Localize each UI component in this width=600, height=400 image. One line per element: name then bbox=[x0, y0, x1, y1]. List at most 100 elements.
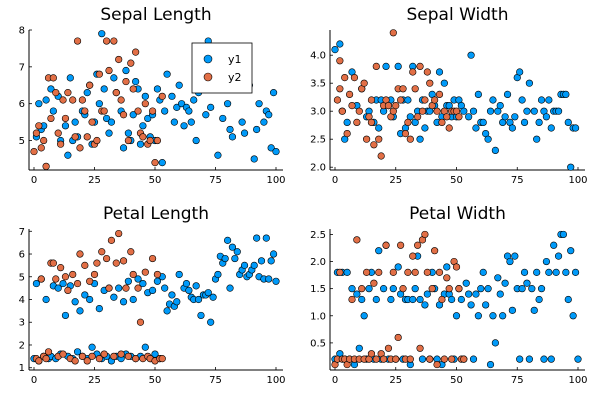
data-point bbox=[377, 152, 385, 160]
x-tick-label: 50 bbox=[149, 375, 162, 386]
data-point bbox=[161, 284, 169, 292]
data-point bbox=[343, 118, 351, 126]
data-point bbox=[382, 62, 390, 71]
data-point bbox=[545, 268, 553, 276]
data-point bbox=[360, 312, 368, 320]
data-point bbox=[399, 85, 407, 93]
data-point bbox=[132, 77, 140, 86]
data-point bbox=[535, 295, 543, 304]
data-point bbox=[333, 96, 342, 104]
data-point bbox=[158, 92, 166, 100]
data-point bbox=[105, 129, 113, 137]
data-point bbox=[129, 270, 137, 279]
data-point bbox=[523, 107, 531, 115]
data-point bbox=[158, 159, 166, 167]
data-point bbox=[71, 357, 79, 365]
data-point bbox=[124, 129, 132, 137]
data-point bbox=[567, 247, 575, 255]
data-point bbox=[350, 73, 359, 82]
data-point bbox=[83, 357, 91, 365]
data-point bbox=[100, 350, 108, 358]
data-point bbox=[353, 290, 361, 298]
data-point bbox=[484, 135, 492, 143]
data-point bbox=[494, 274, 502, 282]
data-point bbox=[511, 252, 519, 260]
data-point bbox=[231, 254, 239, 263]
data-point bbox=[372, 355, 380, 363]
data-point bbox=[173, 103, 181, 111]
data-point bbox=[190, 96, 198, 104]
data-point bbox=[76, 144, 84, 152]
data-point bbox=[562, 90, 570, 98]
data-point bbox=[71, 133, 79, 141]
data-point bbox=[387, 295, 395, 304]
data-point bbox=[409, 295, 417, 304]
data-point bbox=[499, 312, 507, 320]
y-tick-label: 5 bbox=[19, 136, 25, 147]
data-point bbox=[394, 333, 402, 342]
x-tick-label: 100 bbox=[266, 375, 285, 386]
data-point bbox=[207, 318, 215, 326]
data-point bbox=[192, 282, 200, 290]
data-point bbox=[336, 57, 344, 65]
x-tick-label: 50 bbox=[149, 175, 162, 186]
data-point bbox=[375, 124, 383, 132]
data-point bbox=[83, 89, 91, 97]
data-point bbox=[100, 107, 108, 115]
data-point bbox=[564, 118, 572, 126]
data-point bbox=[158, 355, 166, 363]
data-point bbox=[501, 279, 509, 287]
data-point bbox=[530, 107, 538, 115]
data-point bbox=[428, 285, 436, 293]
data-point bbox=[440, 79, 448, 87]
data-point bbox=[119, 144, 128, 152]
data-point bbox=[197, 311, 205, 320]
data-point bbox=[163, 70, 171, 78]
x-tick-label: 25 bbox=[389, 175, 402, 186]
data-point bbox=[129, 295, 137, 304]
data-point bbox=[122, 284, 130, 292]
data-point bbox=[571, 124, 580, 132]
y-tick-label: 6 bbox=[19, 250, 25, 261]
series-y2 bbox=[30, 37, 166, 170]
data-point bbox=[86, 277, 94, 285]
data-point bbox=[465, 113, 473, 121]
data-point bbox=[141, 100, 149, 108]
data-point bbox=[86, 295, 94, 304]
data-point bbox=[465, 290, 473, 298]
data-point bbox=[516, 68, 524, 76]
data-point bbox=[438, 118, 446, 126]
data-point bbox=[267, 144, 275, 152]
data-point bbox=[416, 344, 424, 352]
data-point bbox=[136, 140, 145, 148]
data-point bbox=[47, 114, 55, 123]
data-point bbox=[49, 107, 57, 115]
data-point bbox=[105, 284, 113, 292]
data-point bbox=[54, 129, 62, 137]
x-tick-label: 25 bbox=[389, 375, 402, 386]
data-point bbox=[219, 114, 227, 123]
x-tick-label: 25 bbox=[88, 375, 101, 386]
data-point bbox=[455, 113, 463, 121]
data-point bbox=[411, 85, 419, 93]
data-point bbox=[64, 151, 72, 159]
data-point bbox=[47, 85, 55, 93]
x-tick-label: 50 bbox=[450, 175, 463, 186]
data-point bbox=[260, 118, 268, 126]
data-point bbox=[228, 243, 237, 251]
data-point bbox=[49, 259, 57, 267]
data-point bbox=[61, 114, 70, 123]
data-point bbox=[148, 107, 157, 115]
data-point bbox=[416, 62, 424, 71]
data-point bbox=[153, 136, 162, 145]
data-point bbox=[112, 89, 120, 97]
data-point bbox=[547, 355, 555, 363]
data-point bbox=[272, 277, 280, 285]
data-point bbox=[168, 92, 176, 100]
data-point bbox=[119, 257, 128, 265]
data-point bbox=[102, 254, 111, 263]
data-point bbox=[42, 96, 50, 104]
data-point bbox=[148, 254, 157, 263]
data-point bbox=[95, 70, 103, 78]
data-point bbox=[547, 124, 555, 132]
